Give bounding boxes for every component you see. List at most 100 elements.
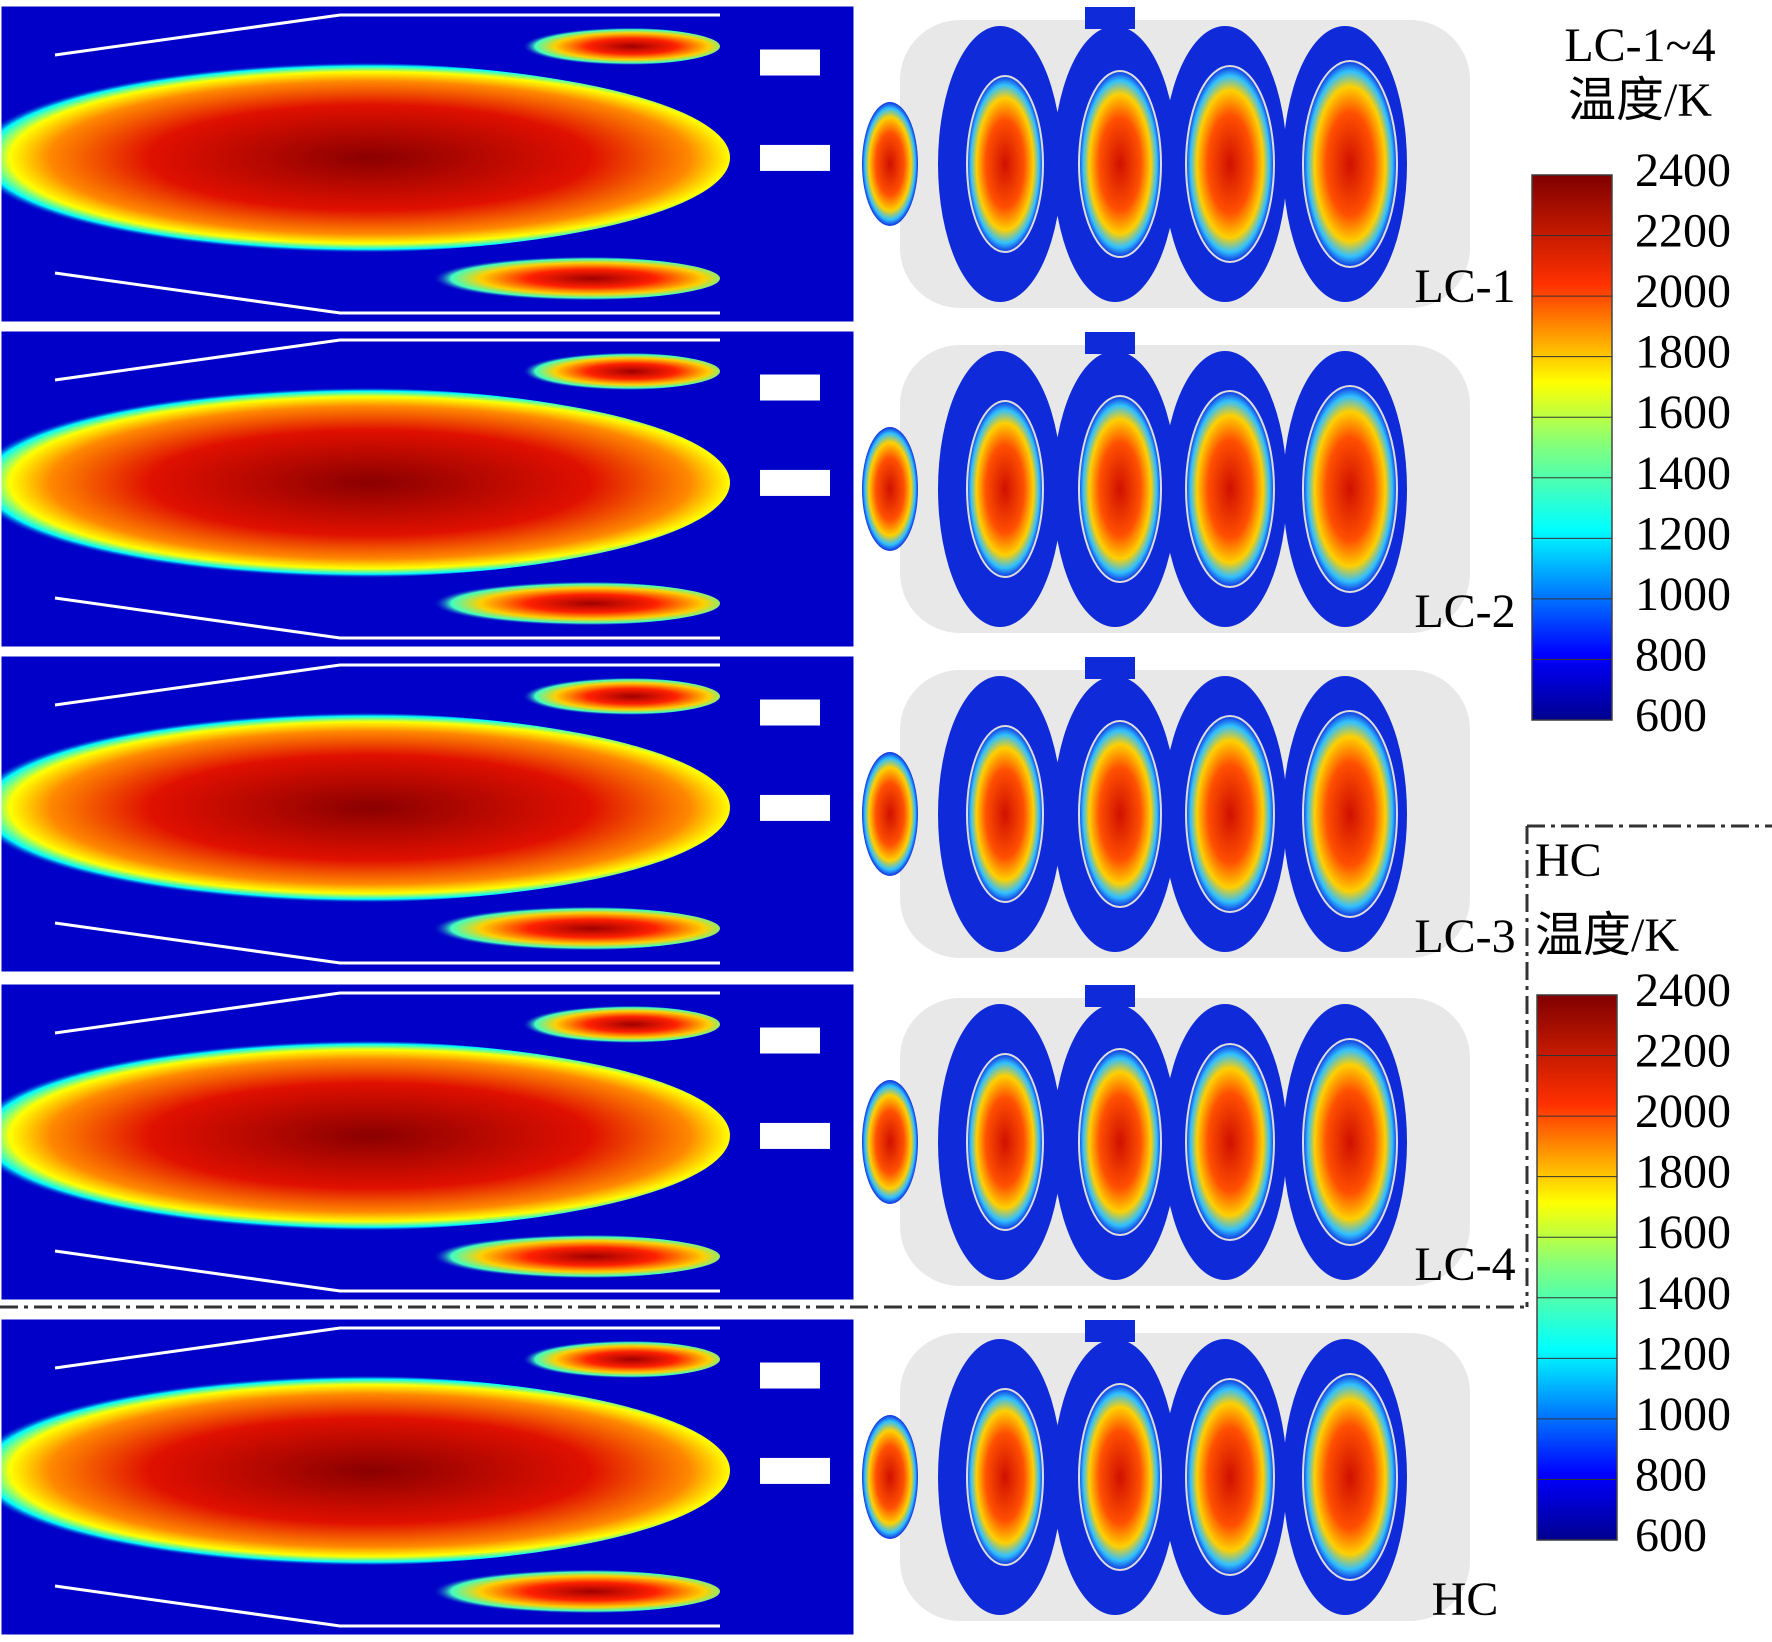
colorbar-tick-label: 2400 — [1635, 144, 1731, 197]
slice-tab — [1085, 7, 1135, 29]
liner-wall — [54, 1326, 720, 1370]
slice-tab — [1085, 1320, 1135, 1342]
flame-core — [0, 387, 730, 579]
nozzle — [760, 699, 820, 726]
slice-small — [862, 1080, 918, 1204]
flame-core — [0, 62, 730, 254]
slice-small — [862, 752, 918, 876]
slice-tab — [1085, 332, 1135, 354]
colorbar-tick-label: 1400 — [1635, 447, 1731, 500]
section-border — [0, 1316, 857, 1638]
slice-core — [966, 725, 1044, 903]
flame-upper — [500, 1005, 720, 1044]
colorbar-tick-label: 1800 — [1635, 1146, 1731, 1199]
flame-lower — [400, 906, 720, 951]
colorbar-tick-label: 600 — [1635, 689, 1707, 742]
case-label: HC — [1432, 1573, 1499, 1626]
slice-core — [1185, 715, 1275, 913]
nozzle — [760, 1122, 830, 1149]
slice-tab — [1085, 985, 1135, 1007]
liner-wall — [54, 271, 720, 315]
colorbar-tick-label: 1200 — [1635, 1327, 1731, 1380]
slice-core — [1185, 1043, 1275, 1241]
case-row: LC-4 — [0, 981, 1516, 1303]
flame-core — [0, 1375, 730, 1567]
panels: LC-1 LC-2 LC-3 LC-4 HC — [0, 3, 1516, 1638]
slice-core — [1302, 710, 1398, 918]
legend-title: 温度/K — [1535, 909, 1679, 962]
case-row: LC-2 — [0, 328, 1516, 650]
liner-wall — [54, 596, 720, 640]
slice-core — [966, 1388, 1044, 1566]
slice-core — [1078, 1383, 1162, 1571]
colorbar-legend: LC-1~4温度/K 2400 2200 2000 1800 1600 1400 1200 10… — [1531, 19, 1731, 742]
legend-title: 温度/K — [1568, 74, 1712, 127]
flame-lower — [400, 1234, 720, 1279]
nozzle — [760, 1457, 830, 1484]
liner-wall — [54, 663, 720, 707]
slice-core — [1302, 1038, 1398, 1246]
case-label: LC-1 — [1414, 260, 1515, 313]
slice-core — [1078, 395, 1162, 583]
case-row: HC — [0, 1316, 1499, 1638]
colorbar-tick-label: 2400 — [1635, 964, 1731, 1017]
slice-core — [1185, 1378, 1275, 1576]
colorbar-tick-label: 1600 — [1635, 386, 1731, 439]
colorbar-tick-label: 1200 — [1635, 507, 1731, 560]
colorbar-tick-label: 600 — [1635, 1509, 1707, 1562]
colorbar-tick-label: 2000 — [1635, 1085, 1731, 1138]
flame-upper — [500, 27, 720, 66]
slice-small — [862, 427, 918, 551]
slice-core — [1185, 65, 1275, 263]
slice-core — [1185, 390, 1275, 588]
colorbar-tick-label: 1800 — [1635, 326, 1731, 379]
case-row: LC-1 — [0, 3, 1516, 325]
case-label: LC-3 — [1414, 910, 1515, 963]
case-label: LC-4 — [1414, 1238, 1515, 1291]
nozzle — [760, 144, 830, 171]
slice-core — [966, 400, 1044, 578]
colorbar-tick-label: 800 — [1635, 628, 1707, 681]
nozzle — [760, 374, 820, 401]
liner-wall — [54, 991, 720, 1035]
case-row: LC-3 — [0, 653, 1516, 975]
slice-core — [1078, 70, 1162, 258]
slice-tab — [1085, 657, 1135, 679]
liner-wall — [54, 1249, 720, 1293]
slice-core — [1078, 1048, 1162, 1236]
colorbar-tick-label: 1600 — [1635, 1206, 1731, 1259]
slice-core — [1302, 60, 1398, 268]
slice-core — [1302, 1373, 1398, 1581]
flame-lower — [400, 256, 720, 301]
slice-core — [966, 1053, 1044, 1231]
flame-core — [0, 712, 730, 904]
liner-wall — [54, 921, 720, 965]
slice-core — [1078, 720, 1162, 908]
flame-upper — [500, 352, 720, 391]
colorbar — [1531, 174, 1613, 721]
slice-core — [966, 75, 1044, 253]
nozzle — [760, 1027, 820, 1054]
nozzle — [760, 794, 830, 821]
legend-title: LC-1~4 — [1564, 19, 1715, 72]
section-border — [0, 328, 857, 650]
liner-wall — [54, 338, 720, 382]
slice-small — [862, 1415, 918, 1539]
flame-lower — [400, 581, 720, 626]
colorbar-tick-label: 800 — [1635, 1448, 1707, 1501]
colorbar-tick-label: 2000 — [1635, 265, 1731, 318]
slice-core — [1302, 385, 1398, 593]
flame-core — [0, 1040, 730, 1232]
nozzle — [760, 49, 820, 76]
nozzle — [760, 1362, 820, 1389]
flame-upper — [500, 677, 720, 716]
colorbar-tick-label: 2200 — [1635, 1025, 1731, 1078]
colorbar — [1536, 994, 1618, 1541]
legends: LC-1~4温度/K240022002000180016001400120010… — [1531, 19, 1731, 1562]
colorbar-tick-label: 1400 — [1635, 1267, 1731, 1320]
section-border — [0, 653, 857, 975]
case-label: LC-2 — [1414, 585, 1515, 638]
colorbar-tick-label: 2200 — [1635, 205, 1731, 258]
